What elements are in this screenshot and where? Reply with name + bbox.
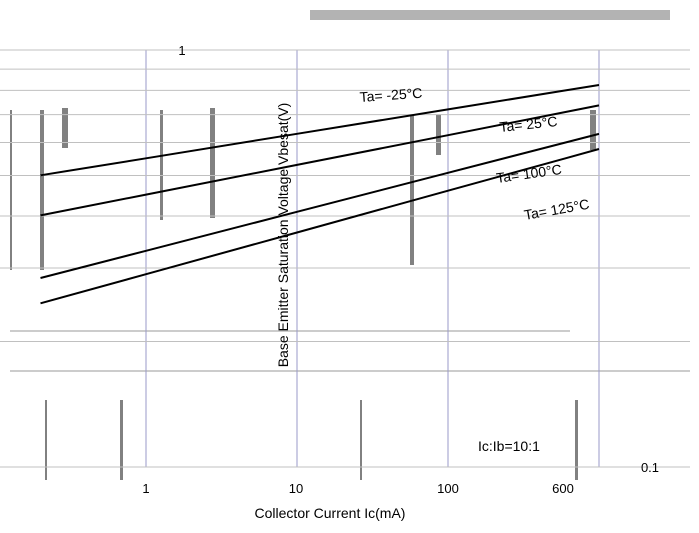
scan-artifacts <box>10 10 690 480</box>
series-line <box>40 148 600 305</box>
series-line <box>40 84 600 177</box>
series-label: Ta= -25°C <box>359 85 423 105</box>
y-tick-label: 1 <box>178 43 185 58</box>
series-label: Ta= 100°C <box>495 161 563 186</box>
x-tick-label: 1 <box>142 481 149 496</box>
x-tick-label: 100 <box>437 481 459 496</box>
x-tick-label: 10 <box>289 481 303 496</box>
series-label: Ta= 125°C <box>523 196 591 223</box>
y-tick-label: 0.1 <box>641 460 659 475</box>
x-tick-label: 600 <box>552 481 574 496</box>
x-axis-title: Collector Current Ic(mA) <box>255 505 406 521</box>
series-line <box>40 104 600 217</box>
series-label: Ta= 25°C <box>499 113 558 135</box>
series-layer: Ta= -25°C Ta= 25°C Ta= 100°C Ta= 125°C <box>40 84 600 305</box>
condition-label: Ic:Ib=10:1 <box>478 438 540 454</box>
y-axis-title: Base Emitter Saturation Voltage Vbesat(V… <box>275 103 291 368</box>
condition-box <box>468 433 566 459</box>
series-line <box>40 132 600 279</box>
grid <box>0 49 690 468</box>
